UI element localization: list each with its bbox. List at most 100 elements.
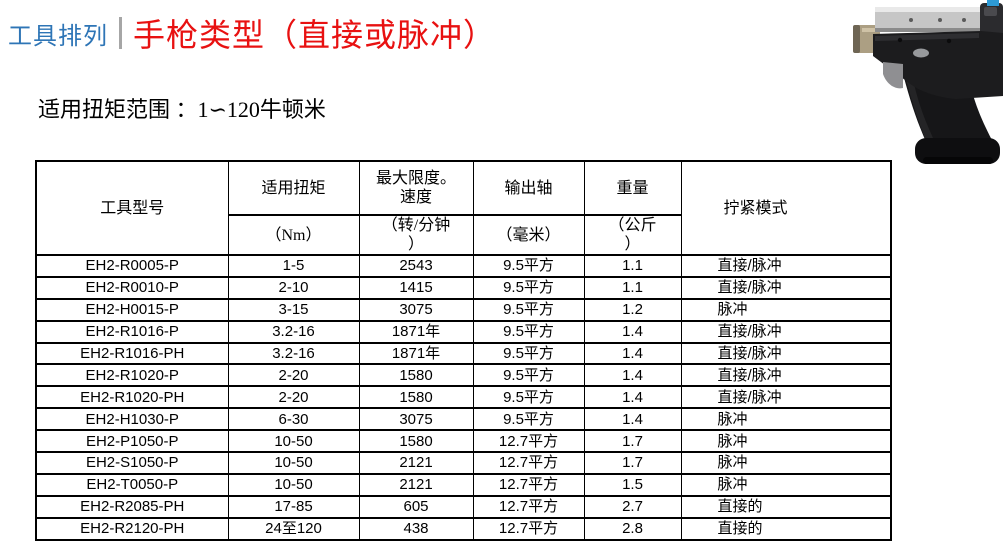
col-header-mode: 拧紧模式 (680, 160, 892, 256)
page-title: 手枪类型（直接或脉冲） (133, 17, 497, 53)
cell-weight: 1.4 (583, 407, 682, 432)
table-row: EH2-T0050-P 10-50 2121 12.7平方 1.5 脉冲 (35, 472, 892, 497)
cell-torque: 3.2-16 (227, 319, 360, 344)
table-row: EH2-H1030-P 6-30 3075 9.5平方 1.4 脉冲 (35, 407, 892, 432)
title-divider (119, 17, 122, 49)
cell-mode: 直接/脉冲 (680, 275, 892, 300)
cell-speed: 3075 (358, 297, 474, 322)
table-row: EH2-R1016-PH 3.2-16 1871年 9.5平方 1.4 直接/脉冲 (35, 341, 892, 366)
cell-speed: 1415 (358, 275, 474, 300)
pistol-grip-tool-photo (853, 0, 1003, 168)
cell-weight: 1.1 (583, 254, 682, 278)
cell-torque: 10-50 (227, 429, 360, 454)
spec-table: 工具型号 适用扭矩 最大限度。 速度 输出轴 重量 拧紧模式 （Nm） （转/分… (35, 160, 892, 541)
cell-torque: 17-85 (227, 494, 360, 519)
cell-shaft: 12.7平方 (472, 494, 585, 519)
cell-torque: 1-5 (227, 254, 360, 278)
col-unit-weight: （公斤 ） (583, 214, 682, 256)
corner-blue-mark (987, 0, 999, 6)
cell-model: EH2-R2085-PH (35, 494, 229, 519)
col-unit-speed: （转/分钟 ） (358, 214, 474, 256)
cell-speed: 605 (358, 494, 474, 519)
table-row: EH2-R0010-P 2-10 1415 9.5平方 1.1 直接/脉冲 (35, 275, 892, 300)
spec-table-container: 工具型号 适用扭矩 最大限度。 速度 输出轴 重量 拧紧模式 （Nm） （转/分… (35, 160, 892, 541)
cell-mode: 直接/脉冲 (680, 319, 892, 344)
cell-model: EH2-P1050-P (35, 429, 229, 454)
cell-speed: 1580 (358, 429, 474, 454)
cell-torque: 2-20 (227, 363, 360, 388)
spec-table-header: 工具型号 适用扭矩 最大限度。 速度 输出轴 重量 拧紧模式 （Nm） （转/分… (35, 160, 892, 256)
cell-weight: 1.4 (583, 363, 682, 388)
cell-mode: 直接/脉冲 (680, 363, 892, 388)
cell-shaft: 9.5平方 (472, 385, 585, 410)
cell-speed: 2543 (358, 254, 474, 278)
cell-mode: 直接/脉冲 (680, 385, 892, 410)
table-row: EH2-R1016-P 3.2-16 1871年 9.5平方 1.4 直接/脉冲 (35, 319, 892, 344)
cell-model: EH2-R0010-P (35, 275, 229, 300)
col-header-model: 工具型号 (35, 160, 229, 256)
table-row: EH2-R2120-PH 24至120 438 12.7平方 2.8 直接的 (35, 516, 892, 541)
cell-weight: 1.4 (583, 319, 682, 344)
col-header-torque: 适用扭矩 (227, 160, 360, 216)
pistol-grip-nutrunner-icon (853, 0, 1003, 164)
cell-shaft: 12.7平方 (472, 516, 585, 541)
cell-speed: 3075 (358, 407, 474, 432)
col-unit-torque: （Nm） (227, 214, 360, 256)
cell-torque: 10-50 (227, 472, 360, 497)
cell-speed: 1580 (358, 385, 474, 410)
cell-model: EH2-R1020-P (35, 363, 229, 388)
table-row: EH2-S1050-P 10-50 2121 12.7平方 1.7 脉冲 (35, 451, 892, 475)
cell-mode: 脉冲 (680, 451, 892, 475)
table-row: EH2-P1050-P 10-50 1580 12.7平方 1.7 脉冲 (35, 429, 892, 454)
col-header-speed: 最大限度。 速度 (358, 160, 474, 216)
cell-weight: 1.2 (583, 297, 682, 322)
col-unit-shaft: （毫米） (472, 214, 585, 256)
cell-weight: 1.7 (583, 429, 682, 454)
cell-mode: 脉冲 (680, 407, 892, 432)
cell-speed: 2121 (358, 451, 474, 475)
cell-speed: 1580 (358, 363, 474, 388)
cell-weight: 1.1 (583, 275, 682, 300)
cell-model: EH2-H1030-P (35, 407, 229, 432)
cell-model: EH2-R1020-PH (35, 385, 229, 410)
cell-shaft: 12.7平方 (472, 451, 585, 475)
cell-model: EH2-R0005-P (35, 254, 229, 278)
table-row: EH2-H0015-P 3-15 3075 9.5平方 1.2 脉冲 (35, 297, 892, 322)
cell-weight: 2.8 (583, 516, 682, 541)
cell-speed: 2121 (358, 472, 474, 497)
cell-mode: 直接的 (680, 516, 892, 541)
cell-torque: 2-20 (227, 385, 360, 410)
cell-model: EH2-R2120-PH (35, 516, 229, 541)
cell-weight: 1.5 (583, 472, 682, 497)
cell-weight: 1.4 (583, 341, 682, 366)
cell-shaft: 9.5平方 (472, 275, 585, 300)
col-header-weight: 重量 (583, 160, 682, 216)
cell-shaft: 9.5平方 (472, 254, 585, 278)
page-header: 工具排列 手枪类型（直接或脉冲） (8, 10, 496, 56)
table-row: EH2-R0005-P 1-5 2543 9.5平方 1.1 直接/脉冲 (35, 254, 892, 278)
cell-mode: 直接/脉冲 (680, 254, 892, 278)
cell-shaft: 9.5平方 (472, 407, 585, 432)
spec-table-body: EH2-R0005-P 1-5 2543 9.5平方 1.1 直接/脉冲 EH2-R0010… (35, 254, 892, 541)
cell-shaft: 9.5平方 (472, 341, 585, 366)
cell-torque: 2-10 (227, 275, 360, 300)
table-row: EH2-R1020-PH 2-20 1580 9.5平方 1.4 直接/脉冲 (35, 385, 892, 410)
cell-model: EH2-S1050-P (35, 451, 229, 475)
torque-range-subtitle: 适用扭矩范围 ：1∽120牛顿米 (38, 97, 326, 122)
cell-model: EH2-R1016-P (35, 319, 229, 344)
cell-model: EH2-H0015-P (35, 297, 229, 322)
cell-torque: 24至120 (227, 516, 360, 541)
cell-weight: 2.7 (583, 494, 682, 519)
section-label: 工具排列 (8, 23, 108, 50)
cell-torque: 10-50 (227, 451, 360, 475)
cell-mode: 直接/脉冲 (680, 341, 892, 366)
cell-model: EH2-T0050-P (35, 472, 229, 497)
cell-weight: 1.4 (583, 385, 682, 410)
cell-mode: 直接的 (680, 494, 892, 519)
cell-shaft: 12.7平方 (472, 429, 585, 454)
cell-shaft: 9.5平方 (472, 319, 585, 344)
cell-mode: 脉冲 (680, 297, 892, 322)
cell-mode: 脉冲 (680, 429, 892, 454)
cell-torque: 6-30 (227, 407, 360, 432)
